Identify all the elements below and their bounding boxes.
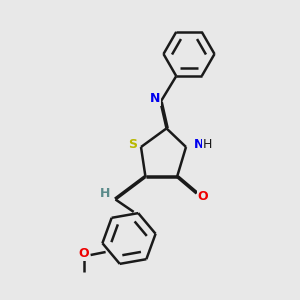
Text: O: O [79,247,89,260]
Text: H: H [203,137,212,151]
Text: N: N [150,92,160,105]
Text: N: N [194,137,204,151]
Text: H: H [100,187,110,200]
Text: O: O [197,190,208,203]
Text: S: S [128,138,137,151]
